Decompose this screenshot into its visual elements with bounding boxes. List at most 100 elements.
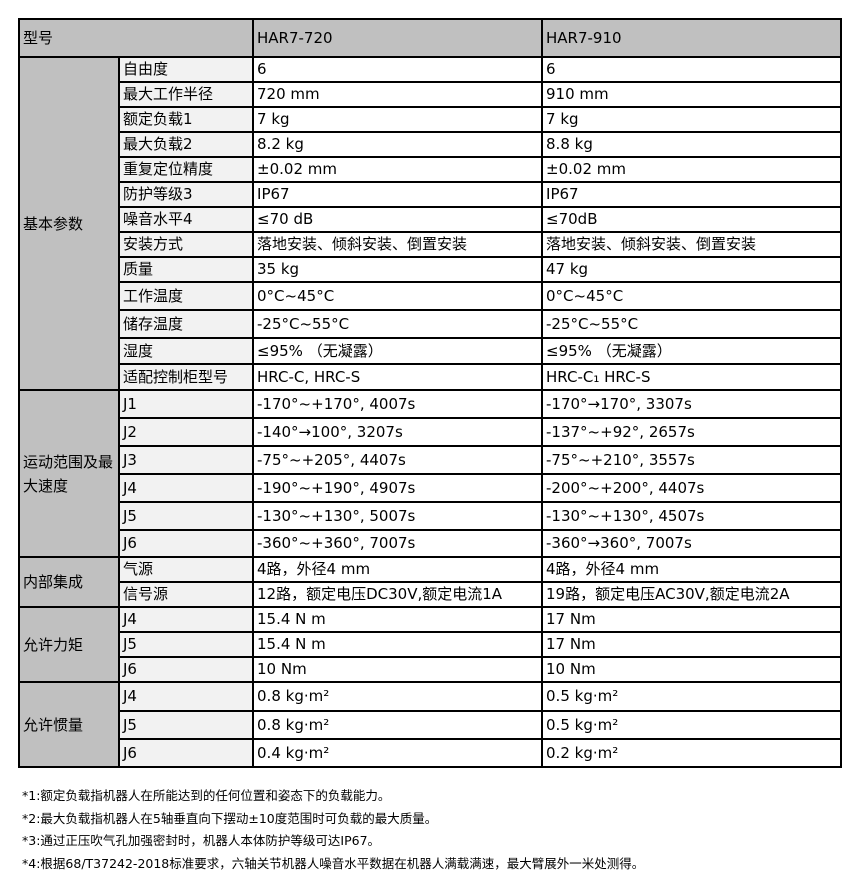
param-value: 7 kg bbox=[252, 106, 544, 133]
param-value: ≤70dB bbox=[541, 206, 843, 233]
param-value: 15.4 N m bbox=[252, 606, 544, 633]
param-value: 35 kg bbox=[252, 256, 544, 283]
param-value: 19路，额定电压AC30V,额定电流2A bbox=[541, 581, 843, 608]
table-row: J6 -360°~+360°, 7007s -360°→360°, 7007s bbox=[19, 529, 843, 558]
param-label: 额定负载1 bbox=[117, 106, 255, 133]
footnote: *2:最大负载指机器人在5轴垂直向下摆动±10度范围时可负载的最大质量。 bbox=[22, 810, 438, 826]
table-row: J4 -190°~+190°, 4907s -200°~+200°, 4407s bbox=[19, 473, 843, 503]
param-value: 720 mm bbox=[252, 81, 544, 108]
param-value: ±0.02 mm bbox=[541, 156, 843, 183]
table-row: 湿度 ≤95% （无凝露） ≤95% （无凝露） bbox=[19, 337, 843, 365]
param-label: 气源 bbox=[117, 556, 255, 583]
table-row: 额定负载1 7 kg 7 kg bbox=[19, 106, 843, 133]
param-value: -130°~+130°, 4507s bbox=[541, 501, 843, 531]
param-value: 12路，额定电压DC30V,额定电流1A bbox=[252, 581, 544, 608]
table-row: J5 -130°~+130°, 5007s -130°~+130°, 4507s bbox=[19, 501, 843, 531]
group-label: 基本参数 bbox=[18, 56, 120, 391]
param-label: J3 bbox=[117, 445, 255, 475]
header-row: 型号 HAR7-720 HAR7-910 bbox=[17, 18, 843, 58]
param-value: 0.4 kg·m² bbox=[252, 738, 544, 768]
param-value: -75°~+205°, 4407s bbox=[252, 445, 544, 475]
param-label: 工作温度 bbox=[117, 281, 255, 311]
param-value: HRC-C, HRC-S bbox=[252, 363, 544, 391]
table-row: 防护等级3 IP67 IP67 bbox=[19, 181, 843, 208]
param-value: 17 Nm bbox=[541, 631, 843, 658]
group-label: 允许力矩 bbox=[18, 606, 120, 683]
param-value: 15.4 N m bbox=[252, 631, 544, 658]
param-value: 10 Nm bbox=[252, 656, 544, 683]
table-row: 基本参数 自由度 6 6 bbox=[18, 56, 843, 391]
model-name: HAR7-720 bbox=[252, 18, 544, 58]
param-value: IP67 bbox=[541, 181, 843, 208]
table-row: 信号源 12路，额定电压DC30V,额定电流1A 19路，额定电压AC30V,额定电… bbox=[19, 581, 843, 608]
param-label: 自由度 bbox=[117, 56, 255, 83]
param-value: -360°~+360°, 7007s bbox=[252, 529, 544, 558]
table-row: 最大负载2 8.2 kg 8.8 kg bbox=[19, 131, 843, 158]
param-value: 0°C~45°C bbox=[252, 281, 544, 311]
param-value: -130°~+130°, 5007s bbox=[252, 501, 544, 531]
param-value: -170°~+170°, 4007s bbox=[252, 389, 544, 419]
param-label: J6 bbox=[117, 656, 255, 683]
param-value: 0.5 kg·m² bbox=[541, 681, 843, 712]
table-row: 质量 35 kg 47 kg bbox=[19, 256, 843, 283]
param-value: 0.8 kg·m² bbox=[252, 710, 544, 740]
table-row: 噪音水平4 ≤70 dB ≤70dB bbox=[19, 206, 843, 233]
param-value: 8.2 kg bbox=[252, 131, 544, 158]
table-row: J6 10 Nm 10 Nm bbox=[19, 656, 843, 683]
param-value: 6 bbox=[252, 56, 544, 83]
param-value: -75°~+210°, 3557s bbox=[541, 445, 843, 475]
param-label: 信号源 bbox=[117, 581, 255, 608]
table-row: J3 -75°~+205°, 4407s -75°~+210°, 3557s bbox=[19, 445, 843, 475]
table-row: J5 15.4 N m 17 Nm bbox=[19, 631, 843, 658]
param-label: 重复定位精度 bbox=[117, 156, 255, 183]
param-value: HRC-C₁ HRC-S bbox=[541, 363, 843, 391]
param-label: 防护等级3 bbox=[117, 181, 255, 208]
group-label: 内部集成 bbox=[18, 556, 120, 608]
param-label: J5 bbox=[117, 501, 255, 531]
param-label: J4 bbox=[117, 681, 255, 712]
param-value: 7 kg bbox=[541, 106, 843, 133]
group-label: 允许惯量 bbox=[18, 681, 120, 768]
param-label: 最大负载2 bbox=[117, 131, 255, 158]
param-value: 落地安装、倾斜安装、倒置安装 bbox=[252, 231, 544, 258]
model-label: 型号 bbox=[17, 18, 255, 58]
spec-table: 型号 HAR7-720 HAR7-910 基本参数 自由度 6 6 最大工作半径 720 … bbox=[17, 18, 843, 768]
model-name: HAR7-910 bbox=[541, 18, 843, 58]
param-value: 落地安装、倾斜安装、倒置安装 bbox=[541, 231, 843, 258]
param-value: 17 Nm bbox=[541, 606, 843, 633]
table-row: 允许惯量 J4 0.8 kg·m² 0.5 kg·m² bbox=[18, 681, 843, 768]
table-row: J6 0.4 kg·m² 0.2 kg·m² bbox=[19, 738, 843, 768]
param-value: IP67 bbox=[252, 181, 544, 208]
param-label: J1 bbox=[117, 389, 255, 419]
footnotes: *1:额定负载指机器人在所能达到的任何位置和姿态下的负载能力。 *2:最大负载指机… bbox=[22, 785, 644, 875]
param-label: J4 bbox=[117, 606, 255, 633]
param-label: 储存温度 bbox=[117, 309, 255, 339]
param-value: 4路，外径4 mm bbox=[541, 556, 843, 583]
param-value: 0°C~45°C bbox=[541, 281, 843, 311]
table-row: J5 0.8 kg·m² 0.5 kg·m² bbox=[19, 710, 843, 740]
param-label: J5 bbox=[117, 631, 255, 658]
param-value: 910 mm bbox=[541, 81, 843, 108]
param-value: 6 bbox=[541, 56, 843, 83]
param-label: 适配控制柜型号 bbox=[117, 363, 255, 391]
table-row: 工作温度 0°C~45°C 0°C~45°C bbox=[19, 281, 843, 311]
param-label: 安装方式 bbox=[117, 231, 255, 258]
param-value: -200°~+200°, 4407s bbox=[541, 473, 843, 503]
table-row: 允许力矩 J4 15.4 N m 17 Nm bbox=[18, 606, 843, 683]
param-label: J2 bbox=[117, 417, 255, 447]
param-value: 0.8 kg·m² bbox=[252, 681, 544, 712]
param-label: 最大工作半径 bbox=[117, 81, 255, 108]
table-row: 适配控制柜型号 HRC-C, HRC-S HRC-C₁ HRC-S bbox=[19, 363, 843, 391]
table-row: 储存温度 -25°C~55°C -25°C~55°C bbox=[19, 309, 843, 339]
table-row: J2 -140°→100°, 3207s -137°~+92°, 2657s bbox=[19, 417, 843, 447]
param-value: -25°C~55°C bbox=[252, 309, 544, 339]
param-value: 47 kg bbox=[541, 256, 843, 283]
param-value: -360°→360°, 7007s bbox=[541, 529, 843, 558]
param-value: -25°C~55°C bbox=[541, 309, 843, 339]
footnote: *1:额定负载指机器人在所能达到的任何位置和姿态下的负载能力。 bbox=[22, 788, 391, 803]
param-value: -190°~+190°, 4907s bbox=[252, 473, 544, 503]
param-value: 4路，外径4 mm bbox=[252, 556, 544, 583]
param-value: ≤70 dB bbox=[252, 206, 544, 233]
param-label: 湿度 bbox=[117, 337, 255, 365]
param-value: 10 Nm bbox=[541, 656, 843, 683]
